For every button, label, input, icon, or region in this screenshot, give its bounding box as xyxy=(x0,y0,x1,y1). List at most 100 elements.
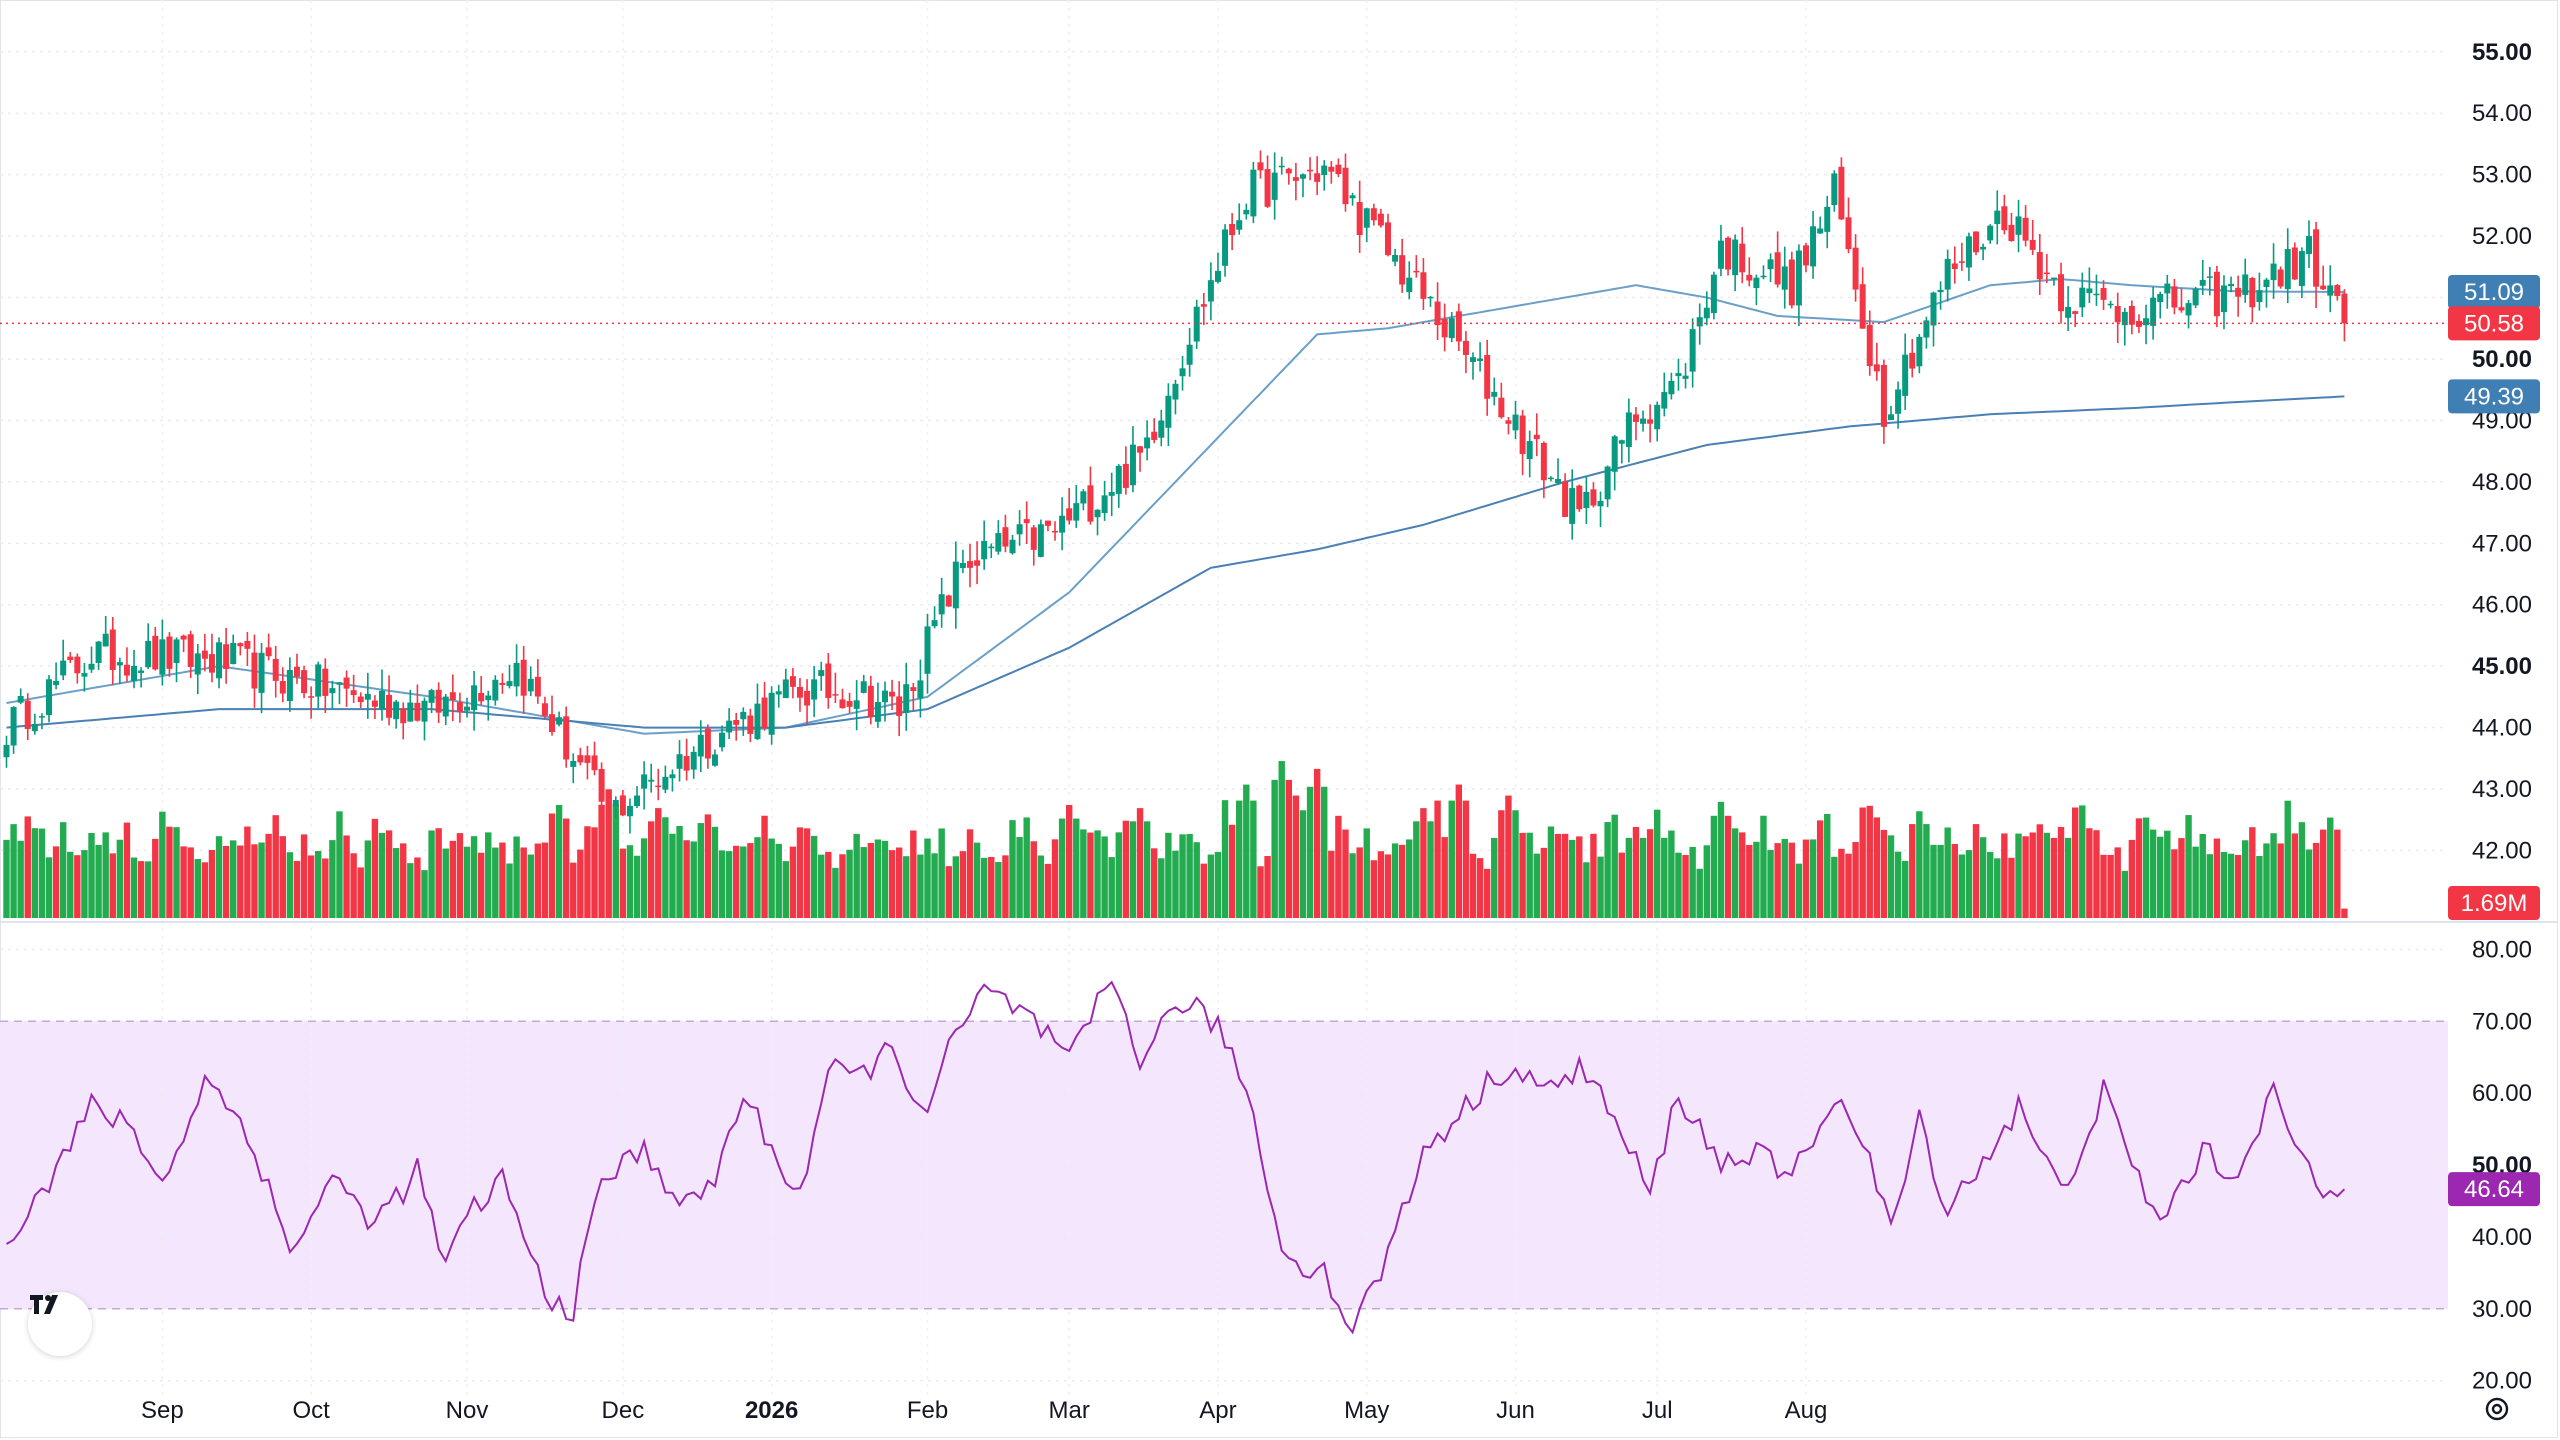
volume-bar xyxy=(1894,851,1902,918)
volume-bar xyxy=(1271,779,1278,918)
volume-bar xyxy=(1923,824,1930,918)
candle-body xyxy=(704,728,711,759)
candle-body xyxy=(1746,274,1753,281)
volume-bar xyxy=(1568,839,1576,918)
volume-bar xyxy=(1710,815,1718,918)
candle-body xyxy=(1498,397,1505,418)
volume-bar xyxy=(1236,800,1243,918)
volume-bar xyxy=(343,835,350,918)
price-axis-label: 55.00 xyxy=(2472,39,2532,66)
volume-bar xyxy=(1356,847,1363,918)
volume-bar xyxy=(329,840,336,918)
candle-body xyxy=(421,700,428,722)
volume-bar xyxy=(1753,841,1760,918)
gear-icon[interactable] xyxy=(2482,1394,2518,1430)
candle-body xyxy=(1257,162,1264,171)
candle-body xyxy=(1923,320,1930,338)
candle-body xyxy=(1052,530,1059,533)
candle-body xyxy=(2043,272,2050,275)
candle-body xyxy=(435,689,442,713)
tradingview-logo-icon[interactable] xyxy=(28,1292,92,1356)
candle-body xyxy=(577,755,584,763)
volume-bar xyxy=(1228,824,1236,918)
candle-body xyxy=(1859,284,1866,329)
candle-body xyxy=(1640,418,1647,424)
candle-body xyxy=(655,785,662,788)
volume-bar xyxy=(2079,805,2086,918)
time-axis-label: Mar xyxy=(1049,1397,1090,1424)
volume-bar xyxy=(1767,849,1774,918)
volume-bar xyxy=(180,846,187,918)
candle-body xyxy=(747,715,754,734)
candle-body xyxy=(634,795,641,807)
volume-bar xyxy=(1731,828,1739,918)
candle-body xyxy=(1158,420,1165,438)
volume-bar xyxy=(803,828,811,918)
rsi-axis-label: 30.00 xyxy=(2472,1296,2532,1323)
volume-bar xyxy=(903,856,910,918)
volume-bar xyxy=(1802,839,1810,918)
candle-body xyxy=(1002,527,1009,547)
volume-bar xyxy=(1668,830,1675,918)
volume-bar xyxy=(1313,768,1321,918)
candle-body xyxy=(896,696,903,716)
time-axis-label: Oct xyxy=(292,1397,330,1424)
volume-bar xyxy=(867,843,875,918)
candle-body xyxy=(315,664,322,697)
candle-body xyxy=(1732,239,1739,276)
candle-body xyxy=(1590,489,1597,506)
volume-bar xyxy=(1264,856,1271,918)
volume-bar xyxy=(1342,829,1349,918)
candle-body xyxy=(95,641,102,663)
candle-body xyxy=(2242,274,2249,295)
volume-bar xyxy=(470,836,478,918)
candle-body xyxy=(1491,391,1498,397)
candle-body xyxy=(1980,246,1987,250)
volume-bar xyxy=(931,853,938,918)
rsi-badge xyxy=(2448,1172,2540,1207)
candle-body xyxy=(1434,301,1441,326)
volume-bar xyxy=(1214,851,1222,918)
candle-body xyxy=(223,644,230,669)
volume-bar xyxy=(895,847,903,918)
candle-body xyxy=(1852,247,1859,290)
candle-body xyxy=(1767,259,1774,270)
volume-bar xyxy=(704,814,712,918)
volume-bar xyxy=(1221,800,1229,918)
candle-body xyxy=(492,679,499,701)
volume-bar xyxy=(881,840,889,918)
volume-bar xyxy=(584,826,591,918)
volume-bar xyxy=(230,840,237,918)
volume-bar xyxy=(59,822,67,918)
candle-body xyxy=(2001,206,2008,231)
candle-body xyxy=(570,760,577,767)
candle-body xyxy=(740,711,747,720)
candle-body xyxy=(563,716,570,760)
candle-body xyxy=(173,639,180,663)
volume-bar xyxy=(1186,834,1193,918)
candle-body xyxy=(1377,213,1384,226)
candle-body xyxy=(378,690,385,710)
price-badge-label: 50.58 xyxy=(2464,310,2524,337)
volume-bar xyxy=(2121,870,2128,918)
candle-body xyxy=(201,650,208,659)
candle-body xyxy=(1824,206,1831,232)
volume-bar xyxy=(1469,853,1477,918)
time-axis-label: Apr xyxy=(1199,1397,1236,1424)
candle-body xyxy=(2135,320,2142,327)
volume-bar xyxy=(718,850,726,918)
volume-bar xyxy=(1880,829,1888,918)
volume-bar xyxy=(1852,842,1859,918)
candle-body xyxy=(230,642,237,665)
candle-body xyxy=(959,563,966,569)
candle-body xyxy=(1427,296,1434,299)
volume-bar xyxy=(1611,814,1618,918)
candle-body xyxy=(839,699,846,709)
time-axis-label: Jul xyxy=(1642,1397,1673,1424)
candle-body xyxy=(2213,271,2220,317)
volume-bar xyxy=(1037,855,1045,918)
price-axis-label: 46.00 xyxy=(2472,592,2532,619)
candle-body xyxy=(2114,306,2121,323)
volume-bar xyxy=(1831,856,1838,918)
